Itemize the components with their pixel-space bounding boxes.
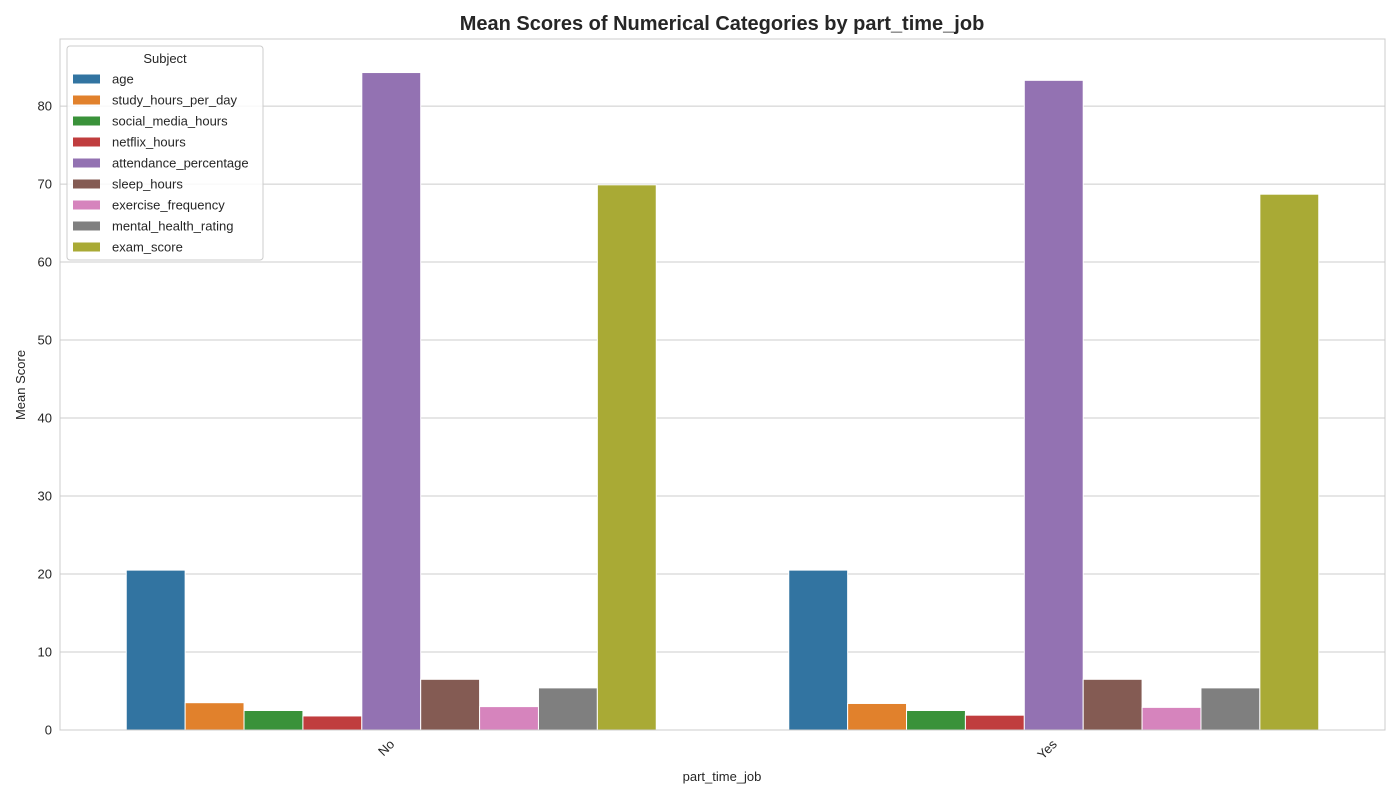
legend-swatch-netflix_hours — [73, 137, 100, 147]
legend-entry-mental_health_rating: mental_health_rating — [112, 219, 233, 234]
bar-social_media_hours-No — [243, 710, 304, 731]
x-tick-label: Yes — [1034, 736, 1060, 762]
legend-entry-age: age — [112, 72, 134, 87]
bar-netflix_hours-No — [302, 715, 363, 731]
bar-age-Yes — [788, 569, 849, 731]
y-tick-label: 40 — [38, 411, 52, 426]
y-tick-label: 70 — [38, 177, 52, 192]
legend-box — [66, 45, 264, 261]
y-tick-label: 60 — [38, 255, 52, 270]
bar-mental_health_rating-Yes — [1200, 687, 1261, 731]
legend-swatch-social_media_hours — [73, 116, 100, 126]
y-tick-label: 30 — [38, 489, 52, 504]
y-tick-labels: 0 10 20 30 40 50 60 70 80 — [38, 99, 52, 738]
y-axis-label: Mean Score — [13, 350, 28, 420]
bar-exam_score-No — [596, 184, 657, 731]
bar-sleep_hours-No — [420, 678, 481, 731]
bar-social_media_hours-Yes — [906, 710, 966, 731]
bars — [125, 72, 1320, 731]
bar-attendance_percentage-No — [361, 72, 422, 731]
legend-entry-netflix_hours: netflix_hours — [112, 135, 186, 150]
bar-attendance_percentage-Yes — [1023, 79, 1084, 731]
y-tick-label: 10 — [38, 645, 52, 660]
bar-age-No — [125, 569, 186, 731]
legend-entry-exercise_frequency: exercise_frequency — [112, 198, 225, 213]
legend-swatch-study_hours_per_day — [73, 95, 100, 105]
legend: Subject age study_hours_per_day social_medi… — [66, 45, 264, 261]
bar-sleep_hours-Yes — [1082, 678, 1143, 731]
bar-exercise_frequency-No — [479, 706, 539, 731]
legend-entry-social_media_hours: social_media_hours — [112, 114, 228, 129]
legend-swatch-sleep_hours — [73, 179, 100, 189]
y-tick-label: 20 — [38, 567, 52, 582]
legend-entry-study_hours_per_day: study_hours_per_day — [112, 93, 238, 108]
legend-swatch-age — [73, 74, 100, 84]
y-tick-label: 0 — [45, 723, 52, 738]
legend-swatch-attendance_percentage — [73, 158, 100, 168]
x-tick-label: No — [375, 737, 397, 759]
x-tick-labels: No Yes — [375, 736, 1060, 762]
bar-exercise_frequency-Yes — [1141, 706, 1202, 731]
legend-swatch-mental_health_rating — [73, 221, 100, 231]
legend-entry-attendance_percentage: attendance_percentage — [112, 156, 249, 171]
bar-netflix_hours-Yes — [964, 714, 1025, 731]
legend-title: Subject — [143, 51, 187, 66]
legend-swatch-exercise_frequency — [73, 200, 100, 210]
legend-entry-exam_score: exam_score — [112, 240, 183, 255]
bar-exam_score-Yes — [1259, 193, 1320, 731]
grid-lines — [60, 105, 1385, 731]
y-tick-label: 50 — [38, 333, 52, 348]
bar-study_hours_per_day-No — [184, 702, 245, 731]
chart-title: Mean Scores of Numerical Categories by p… — [460, 13, 985, 35]
y-tick-label: 80 — [38, 99, 52, 114]
x-axis-label: part_time_job — [683, 769, 762, 784]
bar-study_hours_per_day-Yes — [847, 702, 908, 731]
legend-entry-sleep_hours: sleep_hours — [112, 177, 183, 192]
legend-swatch-exam_score — [73, 242, 100, 252]
plot-frame — [59, 38, 1386, 731]
bar-mental_health_rating-No — [537, 687, 598, 731]
